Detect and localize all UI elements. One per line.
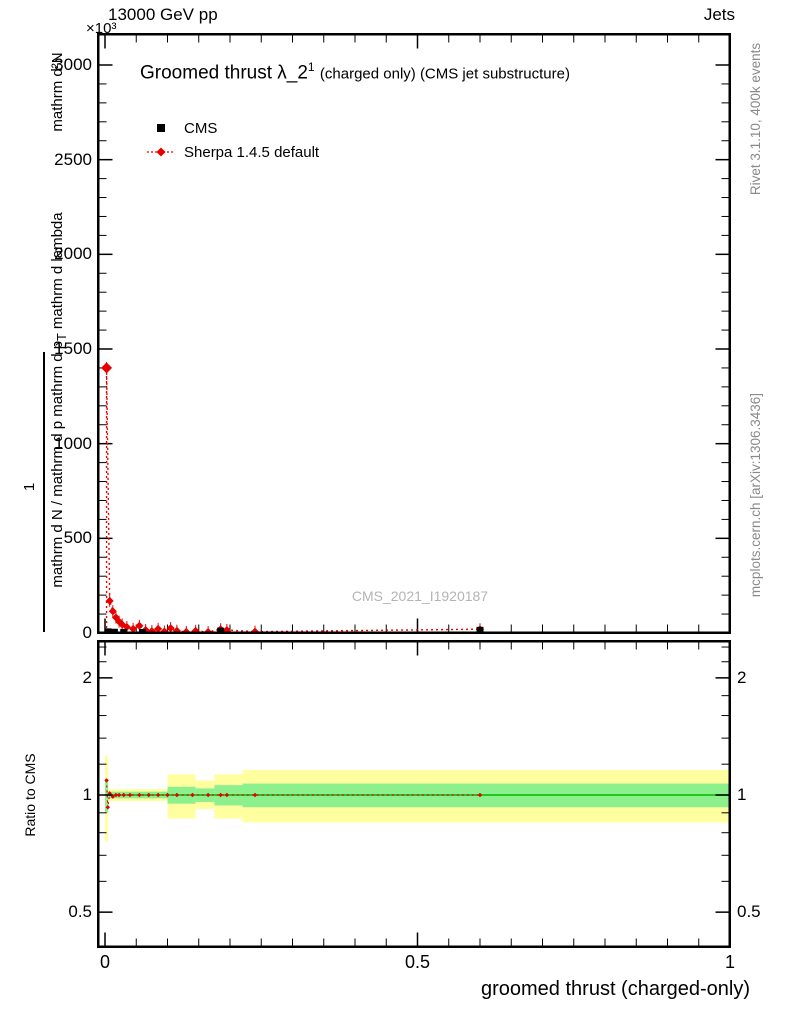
ratio-y-tick-label-left: 1 bbox=[82, 785, 92, 804]
y-axis-power-label: ×10³ bbox=[86, 20, 117, 37]
x-tick-label: 0 bbox=[99, 952, 110, 972]
plot-title-suffix: (charged only) (CMS jet substructure) bbox=[319, 65, 570, 83]
legend-item-sherpa: Sherpa 1.4.5 default bbox=[146, 143, 319, 161]
y-axis-label-one: 1 bbox=[21, 482, 38, 492]
legend-label-sherpa: Sherpa 1.4.5 default bbox=[184, 143, 320, 161]
plot-title: Groomed thrust λ_21 (charged only) (CMS … bbox=[140, 60, 570, 84]
main-y-tick-label: 500 bbox=[63, 528, 92, 548]
ratio-axis-label: Ratio to CMS bbox=[22, 753, 38, 837]
plot-title-superscript: 1 bbox=[307, 60, 315, 74]
y-axis-label-denominator-b: mathrm d lambda bbox=[49, 212, 66, 334]
x-tick-label: 0.5 bbox=[404, 952, 431, 972]
main-plot-canvas bbox=[97, 33, 731, 634]
main-y-tick-label: 1500 bbox=[54, 339, 92, 358]
y-axis-label-denominator: mathrm d N / mathrm d p mathrm d pT math… bbox=[49, 160, 69, 640]
main-y-tick-label: 1000 bbox=[54, 433, 92, 453]
y-axis-label-denominator-a: mathrm d N / mathrm d p mathrm d p bbox=[49, 340, 66, 588]
legend: CMS Sherpa 1.4.5 default bbox=[146, 119, 319, 161]
x-tick-label: 1 bbox=[724, 952, 735, 972]
main-y-tick-label: 3000 bbox=[54, 55, 92, 74]
mcplots-arxiv-label: mcplots.cern.ch [arXiv:1306.3436] bbox=[748, 392, 763, 598]
plot-title-lambda: λ_2 bbox=[277, 62, 308, 84]
x-axis-title: groomed thrust (charged-only) bbox=[480, 978, 750, 1000]
y-axis-fraction-bar bbox=[43, 352, 45, 632]
sherpa-marker-icon bbox=[147, 147, 175, 157]
analysis-id-watermark: CMS_2021_I1920187 bbox=[351, 588, 489, 604]
ratio-y-tick-label-right: 2 bbox=[737, 667, 747, 687]
ratio-y-tick-label-right: 0.5 bbox=[737, 902, 761, 922]
legend-item-cms: CMS bbox=[146, 119, 319, 137]
main-y-tick-label: 0 bbox=[82, 623, 92, 642]
main-y-tick-label: 2000 bbox=[54, 244, 92, 264]
rivet-version-label: Rivet 3.1.10, 400k events bbox=[748, 42, 763, 196]
ratio-y-tick-label-right: 1 bbox=[737, 785, 747, 804]
analysis-group-label: Jets bbox=[703, 5, 735, 24]
ratio-y-tick-label-left: 2 bbox=[82, 667, 92, 687]
plot-title-prefix: Groomed thrust bbox=[140, 62, 272, 84]
beam-energy-label: 13000 GeV pp bbox=[108, 5, 218, 24]
ratio-plot-canvas bbox=[97, 640, 731, 948]
main-y-tick-label: 2500 bbox=[54, 149, 92, 169]
cms-marker-icon bbox=[157, 124, 165, 132]
legend-label-cms: CMS bbox=[184, 119, 218, 137]
ratio-y-tick-label-left: 0.5 bbox=[68, 902, 92, 922]
